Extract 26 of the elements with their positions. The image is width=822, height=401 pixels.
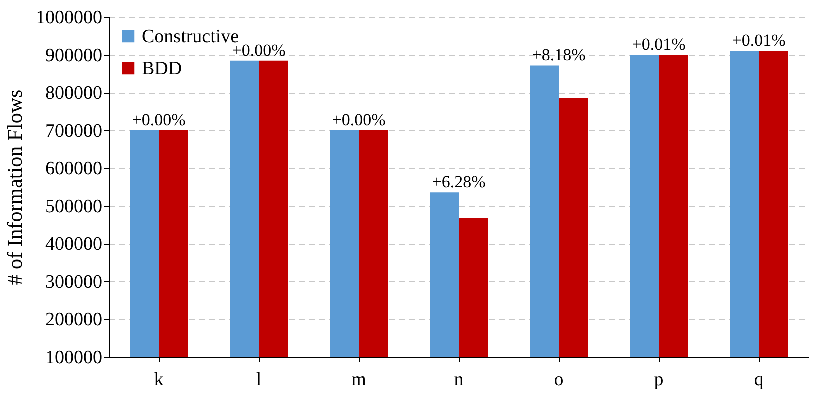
x-tick-label: m (352, 370, 367, 390)
x-tick-label: n (454, 370, 464, 390)
y-tick-label: 400000 (46, 234, 102, 256)
y-tick-label: 900000 (46, 45, 102, 66)
annotation: +6.28% (432, 172, 486, 192)
x-tick-label: q (754, 370, 764, 390)
y-tick-label: 200000 (46, 310, 102, 331)
y-tick-label: 500000 (46, 196, 102, 218)
x-tick-label: o (554, 370, 564, 390)
y-axis-title: # of Information Flows (3, 90, 27, 286)
y-tick-label: 800000 (46, 83, 102, 104)
annotation: +0.00% (132, 110, 186, 130)
annotation: +0.01% (732, 31, 786, 50)
legend-label: BDD (142, 58, 182, 80)
y-tick-label: 100000 (46, 348, 102, 368)
y-tick-label: 1000000 (36, 8, 102, 28)
legend-label: Constructive (142, 26, 240, 48)
y-tick-label: 300000 (46, 272, 102, 293)
y-tick-label: 700000 (46, 120, 102, 142)
x-tick-label: k (154, 370, 164, 390)
x-tick-label: l (256, 370, 262, 390)
annotation: +8.18% (532, 46, 586, 65)
x-tick-label: p (654, 370, 664, 390)
annotation: +0.01% (632, 35, 686, 54)
annotation: +0.00% (332, 110, 386, 130)
y-tick-label: 600000 (46, 158, 102, 180)
